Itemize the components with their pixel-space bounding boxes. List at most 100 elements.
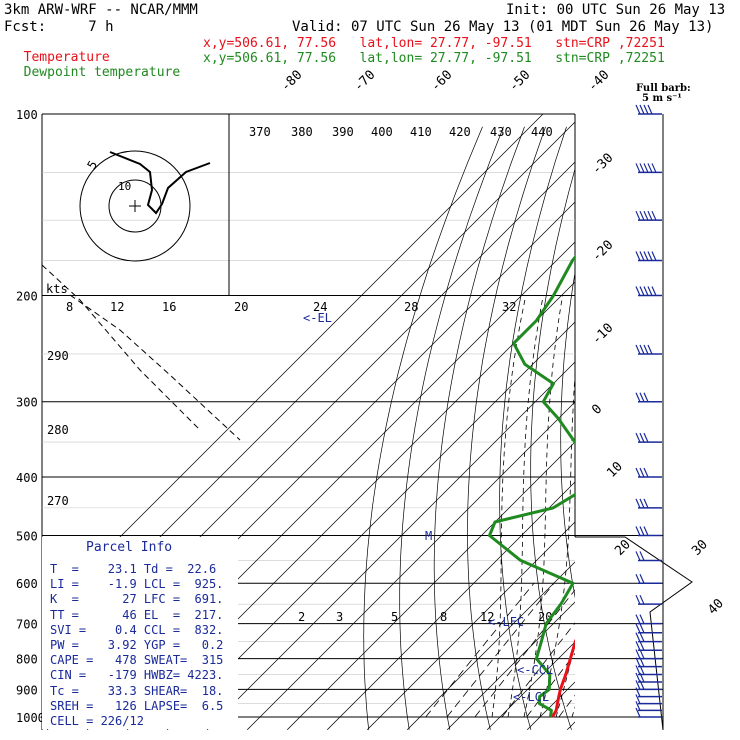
wind-barb-flag bbox=[635, 694, 641, 704]
legend-temperature: Temperature bbox=[8, 37, 110, 65]
isotherm-line bbox=[446, 601, 575, 730]
wind-barb-flag bbox=[635, 286, 641, 296]
wind-barb-flag bbox=[635, 467, 641, 478]
moist-adiabat-line bbox=[507, 295, 544, 718]
wind-barb-flag bbox=[643, 163, 649, 173]
wind-barb-flag bbox=[651, 163, 657, 173]
pressure-label: 300 bbox=[16, 396, 38, 410]
wind-barb-flag bbox=[639, 286, 645, 296]
dry-adiabat-line bbox=[399, 126, 504, 730]
parcel-info-row: TT = 46 EL = 217. bbox=[50, 607, 224, 622]
wind-barb-flag bbox=[647, 163, 653, 173]
isotherm-line bbox=[42, 114, 544, 616]
dry-adiabat-line bbox=[530, 167, 575, 730]
parcel-info-row: SREH = 126 LAPSE= 6.5 bbox=[50, 698, 224, 713]
wind-barb-flag bbox=[643, 526, 649, 536]
wind-barb-flag bbox=[639, 104, 645, 115]
mixing-ratio-label: 12 bbox=[480, 610, 494, 624]
wind-barb-flag bbox=[643, 104, 649, 115]
isotherm-line bbox=[326, 481, 575, 730]
mixing-ratio-label: 3 bbox=[336, 610, 343, 624]
hodograph-speed-label: 32 bbox=[502, 300, 516, 314]
wind-barb-flag bbox=[639, 526, 645, 536]
wind-barb-flag bbox=[643, 392, 649, 402]
pressure-label: 800 bbox=[16, 653, 38, 667]
legend-temperature-info: x,y=506.61, 77.56 lat,lon= 27.77, -97.51… bbox=[203, 36, 665, 51]
moist-adiabat-grid bbox=[425, 295, 665, 718]
wind-barb-flag bbox=[651, 210, 657, 221]
theta-label: 290 bbox=[47, 349, 69, 363]
hodograph-speed-label: 28 bbox=[404, 300, 418, 314]
temperature-series-line bbox=[551, 638, 575, 718]
wind-barb-flag bbox=[647, 344, 653, 355]
parcel-level-label: <-CCL bbox=[517, 663, 553, 677]
wind-barb-flag bbox=[639, 573, 645, 584]
wind-barb-flag bbox=[635, 680, 641, 690]
dry-adiabat-line bbox=[467, 126, 546, 730]
wind-barb-flag bbox=[635, 551, 641, 561]
isotherm-label: 40 bbox=[705, 596, 727, 618]
header-valid: Valid: 07 UTC Sun 26 May 13 (01 MDT Sun … bbox=[292, 19, 714, 35]
theta-label: 430 bbox=[490, 125, 512, 139]
isotherm-line bbox=[246, 401, 575, 730]
isotherm-label: -80 bbox=[278, 68, 305, 95]
plot-bottom-right-edge bbox=[575, 536, 693, 731]
wind-barb-flag bbox=[635, 641, 641, 651]
parcel-info-rows: T = 23.1 Td = 22.6 LI = -1.9 LCL = 925. K … bbox=[50, 562, 223, 729]
wind-barb-flag bbox=[643, 467, 649, 478]
mixing-ratio-line bbox=[425, 582, 535, 718]
mixing-ratio-label: 5 bbox=[391, 610, 398, 624]
wind-barb-flag bbox=[643, 432, 649, 443]
wind-barb-flag bbox=[639, 344, 645, 355]
wind-barb-flag bbox=[643, 251, 649, 261]
wind-barb-flag bbox=[639, 467, 645, 478]
header-model: 3km ARW-WRF -- NCAR/MMM bbox=[4, 2, 198, 18]
isotherm-label: -70 bbox=[351, 68, 378, 95]
pressure-label: 100 bbox=[16, 108, 38, 122]
wind-barb-flag bbox=[635, 432, 641, 443]
wind-barb-flag bbox=[647, 104, 653, 115]
isotherm-line bbox=[607, 86, 740, 729]
wind-barb-flag bbox=[635, 163, 641, 173]
wind-barb-flag bbox=[635, 707, 641, 718]
wind-barb-flag bbox=[635, 665, 641, 675]
isotherm-line bbox=[486, 641, 575, 730]
wind-barb-flag bbox=[639, 392, 645, 402]
wind-barb-flag bbox=[639, 649, 645, 659]
parcel-info-row: Tc = 33.3 SHEAR= 18. bbox=[50, 683, 224, 698]
wind-barb-flag bbox=[639, 551, 645, 561]
isotherm-line bbox=[406, 561, 575, 730]
pressure-label: 400 bbox=[16, 471, 38, 485]
mixing-ratio-line bbox=[446, 582, 555, 718]
wind-barb-flag bbox=[639, 163, 645, 173]
wind-barb-flag bbox=[635, 104, 641, 115]
parcel-level-markers: <-EL <-LFC <-CCL <-LCL M bbox=[303, 311, 553, 704]
moist-adiabat-line bbox=[523, 295, 563, 718]
dry-adiabat-line bbox=[723, 127, 740, 730]
guide-line bbox=[41, 264, 201, 431]
wind-barb-flag bbox=[639, 641, 645, 651]
parcel-info-row: CAPE = 478 SWEAT= 315 bbox=[50, 653, 224, 668]
legend-dewpoint-name: Dewpoint temperature bbox=[23, 65, 181, 80]
guide-line bbox=[69, 294, 241, 441]
wind-barb-flag bbox=[643, 344, 649, 355]
isotherm-label: 10 bbox=[604, 459, 626, 481]
dry-adiabat-line bbox=[698, 127, 740, 730]
wind-barb-flag bbox=[639, 623, 645, 634]
hodograph-speed-label: 8 bbox=[66, 300, 73, 314]
wind-barb-flag bbox=[647, 210, 653, 221]
isotherm-line bbox=[206, 361, 575, 730]
wind-barb-flag bbox=[635, 392, 641, 402]
header-fcst: Fcst: 7 h bbox=[4, 19, 114, 35]
wind-barb-flag bbox=[639, 498, 645, 509]
wind-barb-flag bbox=[635, 672, 641, 683]
wind-barb-flag bbox=[635, 632, 641, 642]
moist-adiabat-line bbox=[588, 296, 665, 718]
isotherm-line bbox=[366, 521, 575, 730]
parcel-info-row: CIN = -179 HWBZ= 4223. bbox=[50, 668, 224, 683]
isotherm-label: -30 bbox=[589, 151, 616, 178]
isotherm-label: -20 bbox=[589, 238, 616, 265]
hodograph-ring-label: 5 bbox=[84, 158, 100, 171]
pressure-label: 500 bbox=[16, 529, 38, 543]
wind-barb-flag bbox=[639, 632, 645, 642]
